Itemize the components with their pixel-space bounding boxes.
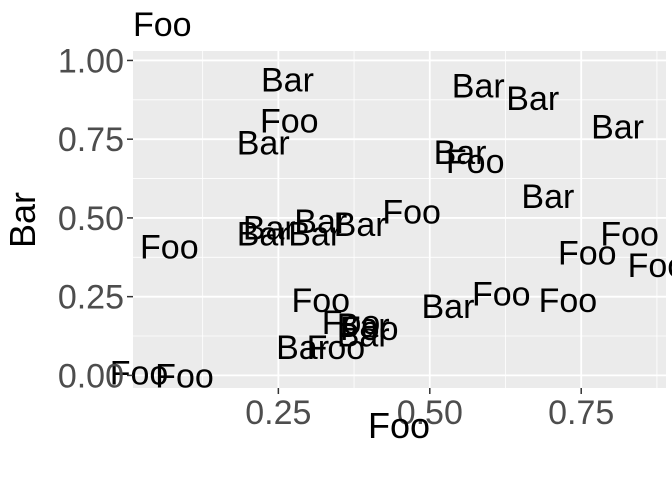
point-label-bar: Bar: [506, 80, 559, 118]
point-label-bar: Bar: [294, 203, 347, 241]
point-label-foo: Foo: [340, 310, 399, 348]
point-label-foo: Foo: [539, 282, 598, 320]
point-label-bar: Bar: [334, 206, 387, 244]
point-label-foo: Foo: [110, 354, 169, 392]
y-axis: 0.00 0.25 0.50 0.75 1.00: [58, 42, 133, 395]
point-label-bar: Bar: [452, 68, 505, 106]
point-label-foo: Foo: [307, 329, 366, 367]
point-label-foo: Foo: [628, 247, 672, 285]
point-label-foo: Foo: [558, 235, 617, 273]
x-tick-label: 0.75: [548, 394, 614, 432]
plot-panel: [133, 51, 666, 388]
point-label-bar: Bar: [421, 288, 474, 326]
x-axis-label: Foo: [368, 405, 430, 446]
grid-major: [133, 51, 666, 388]
x-tick-label: 0.25: [245, 394, 311, 432]
point-label-bar: Bar: [337, 316, 390, 354]
chart-title: Foo: [133, 6, 192, 44]
point-label-foo: Foo: [322, 304, 381, 342]
y-tick-label: 1.00: [58, 42, 124, 80]
point-label-bar: Bar: [591, 109, 644, 147]
point-label-foo: Foo: [382, 194, 441, 232]
point-label-bar: Bar: [261, 61, 314, 99]
point-label-foo: Foo: [600, 216, 659, 254]
y-tick-label: 0.75: [58, 121, 124, 159]
x-axis: 0.25 0.50 0.75: [245, 388, 614, 432]
y-axis-label: Bar: [2, 192, 43, 248]
point-label-bar: Bar: [288, 216, 341, 254]
point-label-bar: Bar: [337, 307, 390, 345]
y-tick-label: 0.50: [58, 200, 124, 238]
point-label-bar: Bar: [243, 209, 296, 247]
point-label-bar: Bar: [237, 216, 290, 254]
point-label-bar: Bar: [521, 178, 574, 216]
point-label-foo: Foo: [472, 276, 531, 314]
point-label-foo: Foo: [260, 102, 319, 140]
point-label-bar: Bar: [434, 134, 487, 172]
y-tick-label: 0.00: [58, 357, 124, 395]
point-label-foo: Foo: [291, 282, 350, 320]
point-label-foo: Foo: [155, 357, 214, 395]
y-tick-label: 0.25: [58, 279, 124, 317]
point-label-bar: Bar: [276, 329, 329, 367]
point-label-foo: Foo: [140, 228, 199, 266]
grid-minor: [133, 51, 666, 388]
x-tick-label: 0.50: [397, 394, 463, 432]
point-label-foo: Foo: [446, 143, 505, 181]
point-label-bar: Bar: [237, 124, 290, 162]
